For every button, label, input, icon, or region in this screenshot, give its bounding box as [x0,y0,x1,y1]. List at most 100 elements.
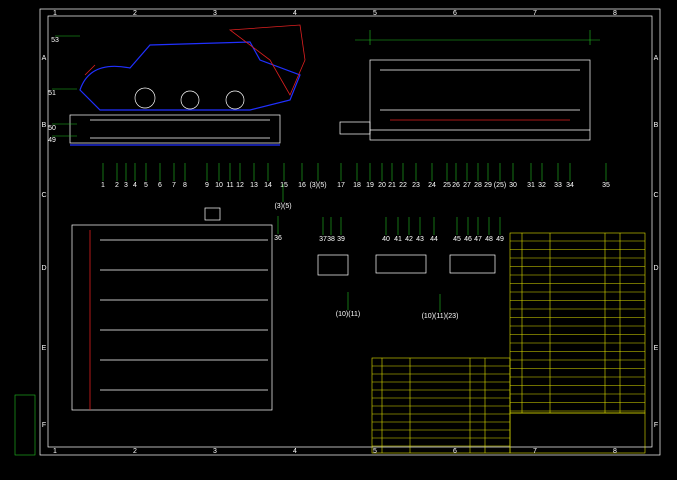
callout: 32 [538,182,546,189]
callout: (10)(11) [336,311,360,318]
column-label: 2 [133,10,137,17]
callout: 44 [430,236,438,243]
outer-frame [39,8,661,456]
row-label: B [42,122,47,129]
callout: 26 [452,182,460,189]
callout: 51 [48,90,56,97]
row-label: C [653,192,658,199]
column-label: 1 [53,10,57,17]
column-label: 2 [133,448,137,455]
front-body [369,59,591,141]
callout: 38 [327,236,335,243]
row-label: E [654,345,659,352]
callout: 36 [274,235,282,242]
detail-c [449,254,496,274]
callout: 34 [566,182,574,189]
row-label: F [654,422,658,429]
callout: 2 [115,182,119,189]
callout: 10 [215,182,223,189]
callout: 49 [496,236,504,243]
row-label: A [42,55,47,62]
column-label: 5 [373,10,377,17]
mechanism-outline [79,41,301,111]
callout: 17 [337,182,345,189]
callout: 43 [416,236,424,243]
callout: 14 [264,182,272,189]
column-label: 1 [53,448,57,455]
callout: 47 [474,236,482,243]
callout: 29 [484,182,492,189]
plan-view [71,207,273,411]
callout: 19 [366,182,374,189]
wheel [180,90,200,110]
callout: 48 [485,236,493,243]
callout: 42 [405,236,413,243]
callout: (10)(11)(23) [422,313,459,320]
callout: 5 [144,182,148,189]
callout: 15 [280,182,288,189]
callout: (3)(5) [274,203,291,210]
column-label: 6 [453,448,457,455]
callout: 35 [602,182,610,189]
callout: 13 [250,182,258,189]
inner-frame [47,15,653,448]
callout: 40 [382,236,390,243]
frame-body [69,114,281,144]
roller-rows [100,239,268,391]
revision-block [14,394,36,456]
dimension [355,30,600,45]
callout: 6 [158,182,162,189]
detail-views [317,254,496,276]
callout: (25) [494,182,506,189]
row-label: C [41,192,46,199]
column-label: 5 [373,448,377,455]
callout: 7 [172,182,176,189]
callout: 20 [378,182,386,189]
wheel [225,90,245,110]
callout: 23 [412,182,420,189]
handle [204,207,221,221]
row-label: F [42,422,46,429]
callout: 22 [399,182,407,189]
row-label: B [654,122,659,129]
callout: 37 [319,236,327,243]
column-label: 7 [533,10,537,17]
callout: 12 [236,182,244,189]
callout: 30 [509,182,517,189]
callout: 8 [183,182,187,189]
title-block [509,412,646,454]
wheel [134,87,156,109]
hood-outline [84,24,306,96]
front-rail [370,69,590,131]
row-label: D [653,265,658,272]
row-label: E [42,345,47,352]
row-label: A [654,55,659,62]
callout: 24 [428,182,436,189]
column-label: 8 [613,10,617,17]
callout: 31 [527,182,535,189]
column-label: 6 [453,10,457,17]
callout: 45 [453,236,461,243]
front-view [339,30,600,141]
callout: 1 [101,182,105,189]
callout: 41 [394,236,402,243]
detail-a [317,254,349,276]
callout: 9 [205,182,209,189]
column-label: 4 [293,10,297,17]
callout: 28 [474,182,482,189]
column-label: 4 [293,448,297,455]
column-label: 7 [533,448,537,455]
plan-frame [71,224,273,411]
column-label: 8 [613,448,617,455]
frame-rail [90,119,270,139]
callout: 18 [353,182,361,189]
parts-table-left [371,357,511,454]
callout: 25 [443,182,451,189]
callout: 3 [124,182,128,189]
side-view [69,24,306,146]
callout: 39 [337,236,345,243]
callout: 4 [133,182,137,189]
callout: 16 [298,182,306,189]
